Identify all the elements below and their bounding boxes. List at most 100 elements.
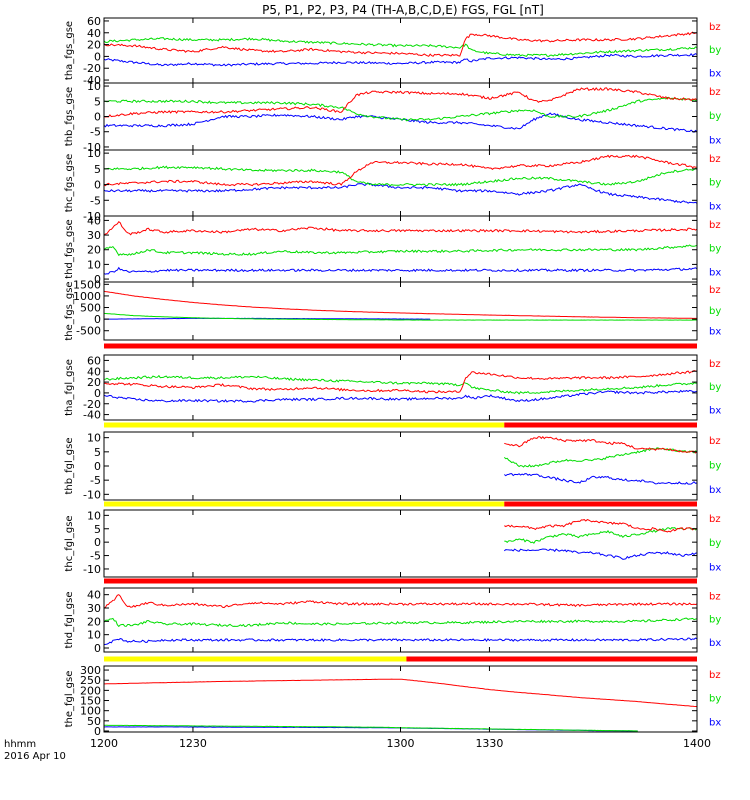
legend-by: by <box>709 461 721 472</box>
flag-bar-5-0 <box>104 343 697 349</box>
y-axis-label: tha_fgs_gse <box>64 21 75 80</box>
panel-frame <box>103 149 698 217</box>
series-bz-line <box>104 370 697 394</box>
y-tick-label: 5 <box>94 446 101 459</box>
y-tick-label: -40 <box>83 74 101 87</box>
series-bx-line <box>104 112 697 133</box>
series-bz-line <box>104 594 697 609</box>
legend-by: by <box>709 244 721 255</box>
y-tick-label: 60 <box>87 354 101 367</box>
y-tick-label: 40 <box>87 214 101 227</box>
legend-by: by <box>709 538 721 549</box>
y-tick-label: 0 <box>94 273 101 286</box>
legend-bx: bx <box>709 69 721 80</box>
panel-frame <box>103 281 698 341</box>
y-tick-label: -5 <box>90 474 101 487</box>
y-tick-label: 40 <box>87 27 101 40</box>
y-tick-label: -5 <box>90 126 101 139</box>
series-by-line <box>504 527 697 544</box>
legend-bz: bz <box>709 220 721 231</box>
legend-bz: bz <box>709 22 721 33</box>
y-axis-label: tha_fgl_gse <box>64 359 75 416</box>
y-tick-label: 300 <box>80 664 101 677</box>
legend-bz: bz <box>709 285 721 296</box>
y-tick-label: 5 <box>94 95 101 108</box>
y-axis-label: thc_fgl_gse <box>64 515 75 571</box>
y-tick-label: 150 <box>80 695 101 708</box>
series-bz-line <box>104 220 697 236</box>
y-tick-label: 1000 <box>73 290 101 303</box>
series-by-line <box>104 96 697 122</box>
y-tick-label: 40 <box>87 589 101 602</box>
y-tick-label: 200 <box>80 684 101 697</box>
y-tick-label: 10 <box>87 509 101 522</box>
y-tick-label: 40 <box>87 365 101 378</box>
y-axis-label: the_fgl_gse <box>64 671 75 728</box>
legend-by: by <box>709 615 721 626</box>
y-tick-label: 0 <box>94 313 101 326</box>
y-tick-label: -5 <box>90 194 101 207</box>
legend-bz: bz <box>709 514 721 525</box>
legend-by: by <box>709 694 721 705</box>
series-by-line <box>104 244 697 257</box>
legend-bz: bz <box>709 154 721 165</box>
legend-bz: bz <box>709 359 721 370</box>
y-axis-label: thd_fgl_gse <box>64 592 75 649</box>
legend-bx: bx <box>709 201 721 212</box>
flag-bar-8-0 <box>104 578 697 584</box>
series-by-line <box>104 617 697 628</box>
y-tick-label: -20 <box>83 398 101 411</box>
legend-bx: bx <box>709 267 721 278</box>
y-tick-label: -5 <box>90 550 101 563</box>
legend-by: by <box>709 178 721 189</box>
x-tick-label: 1330 <box>475 737 503 750</box>
x-axis: 1200 1230 1300 1330 1400 <box>90 737 711 750</box>
y-axis-label: thb_fgl_gse <box>64 438 75 495</box>
y-tick-label: 20 <box>87 244 101 257</box>
legend-bz: bz <box>709 592 721 603</box>
y-tick-label: 0 <box>94 725 101 738</box>
panel-thb_fgs_gse: 10 5 0 -5 -10 thb_fgs_gse bz by bx <box>64 80 721 154</box>
y-tick-label: 10 <box>87 629 101 642</box>
x-tick-label: 1300 <box>387 737 415 750</box>
legend-bx: bx <box>709 717 721 728</box>
series-bx-line <box>504 473 697 485</box>
y-tick-label: -10 <box>83 210 101 223</box>
y-tick-label: 0 <box>94 460 101 473</box>
series-bx-line <box>503 548 697 560</box>
footer-time-label: hhmm <box>4 739 36 750</box>
series-by-line <box>104 37 697 57</box>
series-bx-line <box>104 389 697 403</box>
y-tick-label: 250 <box>80 674 101 687</box>
series-bx-line <box>104 637 697 646</box>
legend-bx: bx <box>709 135 721 146</box>
y-tick-label: 30 <box>87 229 101 242</box>
series-bx-line <box>104 52 697 67</box>
series-by-line <box>104 165 697 187</box>
y-tick-label: -20 <box>83 62 101 75</box>
x-tick-label: 1200 <box>90 737 118 750</box>
y-tick-label: 20 <box>87 376 101 389</box>
series-by-line <box>104 312 697 321</box>
series-bz-line <box>504 436 697 454</box>
y-tick-label: 0 <box>94 642 101 655</box>
flag-bar-6-0 <box>104 422 505 428</box>
legend-bz: bz <box>709 436 721 447</box>
y-tick-label: 10 <box>87 80 101 93</box>
y-tick-label: 30 <box>87 602 101 615</box>
series-bz-line <box>104 678 697 708</box>
series-bz-line <box>104 154 697 187</box>
y-tick-label: 5 <box>94 163 101 176</box>
y-tick-label: 5 <box>94 523 101 536</box>
panel-frame <box>103 509 698 578</box>
y-tick-label: 10 <box>87 258 101 271</box>
y-tick-label: 20 <box>87 615 101 628</box>
series-bx-line <box>104 266 697 275</box>
y-tick-label: 50 <box>87 715 101 728</box>
legend-bx: bx <box>709 327 721 338</box>
legend-by: by <box>709 306 721 317</box>
